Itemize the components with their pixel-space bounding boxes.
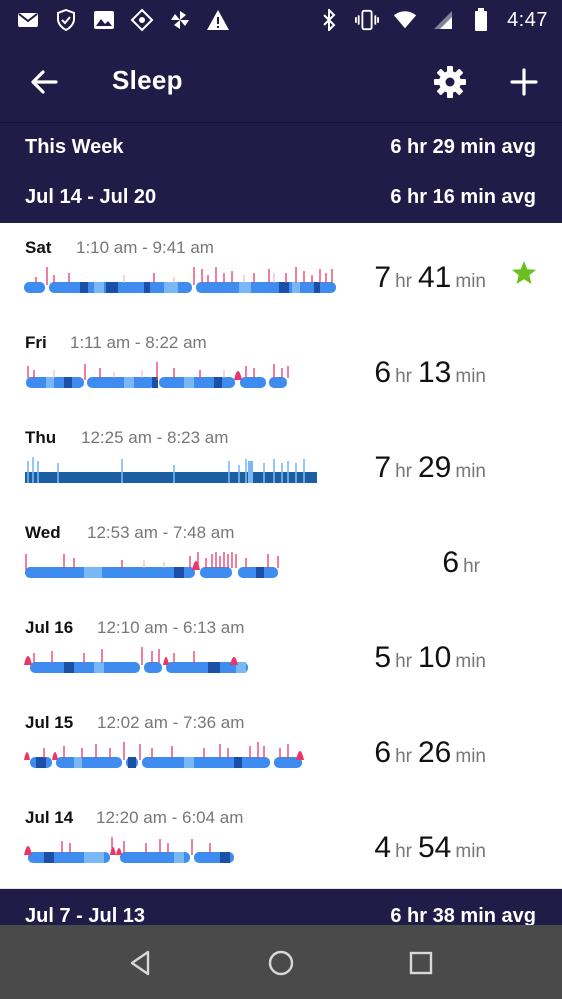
duration-minutes: 10 (418, 641, 452, 674)
week-range-average: 6 hr 16 min avg (390, 186, 536, 208)
week-range-header: Jul 14 - Jul 20 6 hr 16 min avg (0, 170, 562, 223)
entry-times: 1:10 am - 9:41 am (76, 238, 214, 257)
sleep-stage-graph (24, 738, 304, 774)
arrow-left-icon[interactable] (26, 64, 62, 100)
sleep-entry[interactable]: Wed 12:53 am - 7:48 am 6 hr (0, 508, 562, 604)
entry-day: Wed (25, 523, 61, 542)
shield-icon (54, 8, 78, 32)
entry-times: 1:11 am - 8:22 am (70, 333, 207, 352)
duration-minutes: 13 (418, 356, 452, 389)
entry-times: 12:53 am - 7:48 am (87, 523, 235, 542)
duration-hours: 6 (442, 546, 460, 579)
clock: 4:47 (507, 8, 548, 31)
entry-duration: 4 hr 54 min (374, 831, 486, 865)
this-week-label: This Week (25, 136, 124, 158)
entry-day: Thu (25, 428, 57, 447)
signal-icon (431, 8, 455, 32)
duration-minutes: 41 (418, 261, 452, 294)
hours-unit: hr (463, 556, 480, 577)
minutes-unit: min (455, 366, 486, 387)
entry-day: Fri (25, 333, 47, 352)
minutes-unit: min (455, 461, 486, 482)
duration-hours: 4 (374, 831, 392, 864)
sleep-stage-graph (24, 643, 250, 679)
entry-duration: 7 hr 41 min (374, 261, 486, 295)
sleep-entry[interactable]: Fri 1:11 am - 8:22 am 6 hr 13 min (0, 318, 562, 414)
app-bar: Sleep (0, 40, 562, 122)
sleep-stage-graph (24, 453, 318, 489)
entry-day: Sat (25, 238, 52, 257)
duration-hours: 5 (374, 641, 392, 674)
hours-unit: hr (395, 746, 412, 767)
hours-unit: hr (395, 651, 412, 672)
nav-back-icon[interactable] (120, 943, 160, 983)
entry-day: Jul 14 (25, 808, 74, 827)
entry-duration: 6 hr 13 min (374, 356, 486, 390)
nav-recents-icon[interactable] (401, 943, 441, 983)
nav-home-icon[interactable] (261, 943, 301, 983)
crosshair-icon (130, 8, 154, 32)
status-bar: 4:47 (0, 0, 562, 40)
mail-icon (16, 8, 40, 32)
sleep-stage-graph (24, 833, 236, 869)
entry-times: 12:10 am - 6:13 am (97, 618, 245, 637)
entry-times: 12:25 am - 8:23 am (81, 428, 229, 447)
duration-hours: 6 (374, 736, 392, 769)
minutes-unit: min (455, 271, 486, 292)
minutes-unit: min (455, 746, 486, 767)
week-range-header: Jul 7 - Jul 13 6 hr 38 min avg (0, 889, 562, 929)
entry-duration: 7 hr 29 min (374, 451, 486, 485)
plus-icon[interactable] (506, 64, 542, 100)
this-week-average: 6 hr 29 min avg (390, 136, 536, 158)
page-title: Sleep (112, 65, 183, 95)
minutes-unit: min (455, 651, 486, 672)
gear-icon[interactable] (430, 62, 470, 102)
duration-minutes: 26 (418, 736, 452, 769)
entry-duration: 6 hr (442, 546, 486, 580)
bluetooth-icon (317, 8, 341, 32)
duration-minutes: 54 (418, 831, 452, 864)
minutes-unit: min (455, 841, 486, 862)
week-range-label: Jul 14 - Jul 20 (25, 186, 157, 208)
sleep-stage-graph (24, 263, 338, 299)
entry-duration: 6 hr 26 min (374, 736, 486, 770)
duration-hours: 7 (374, 261, 392, 294)
entry-times: 12:20 am - 6:04 am (96, 808, 244, 827)
sleep-stage-graph (24, 358, 290, 394)
vibrate-icon (355, 8, 380, 32)
star-icon (510, 259, 538, 287)
hours-unit: hr (395, 841, 412, 862)
hours-unit: hr (395, 461, 412, 482)
hours-unit: hr (395, 271, 412, 292)
system-nav-bar (0, 925, 562, 999)
duration-hours: 7 (374, 451, 392, 484)
duration-hours: 6 (374, 356, 392, 389)
sleep-entry[interactable]: Jul 15 12:02 am - 7:36 am 6 hr 26 min (0, 698, 562, 794)
this-week-summary: This Week 6 hr 29 min avg (0, 122, 562, 171)
entry-day: Jul 15 (25, 713, 74, 732)
image-icon (92, 8, 116, 32)
pinwheel-icon (168, 8, 192, 32)
entry-duration: 5 hr 10 min (374, 641, 486, 675)
duration-minutes: 29 (418, 451, 452, 484)
sleep-entry[interactable]: Sat 1:10 am - 9:41 am 7 hr 41 min (0, 223, 562, 319)
sleep-entry[interactable]: Thu 12:25 am - 8:23 am 7 hr 29 min (0, 413, 562, 509)
sleep-entry[interactable]: Jul 14 12:20 am - 6:04 am 4 hr 54 min (0, 793, 562, 889)
week-range-label: Jul 7 - Jul 13 (25, 905, 146, 927)
entry-day: Jul 16 (25, 618, 74, 637)
warning-icon (206, 8, 230, 32)
sleep-entry[interactable]: Jul 16 12:10 am - 6:13 am 5 hr 10 min (0, 603, 562, 699)
wifi-icon (393, 8, 417, 32)
battery-icon (469, 8, 493, 32)
hours-unit: hr (395, 366, 412, 387)
week-range-average: 6 hr 38 min avg (390, 905, 536, 927)
entry-times: 12:02 am - 7:36 am (97, 713, 245, 732)
sleep-stage-graph (24, 548, 280, 584)
